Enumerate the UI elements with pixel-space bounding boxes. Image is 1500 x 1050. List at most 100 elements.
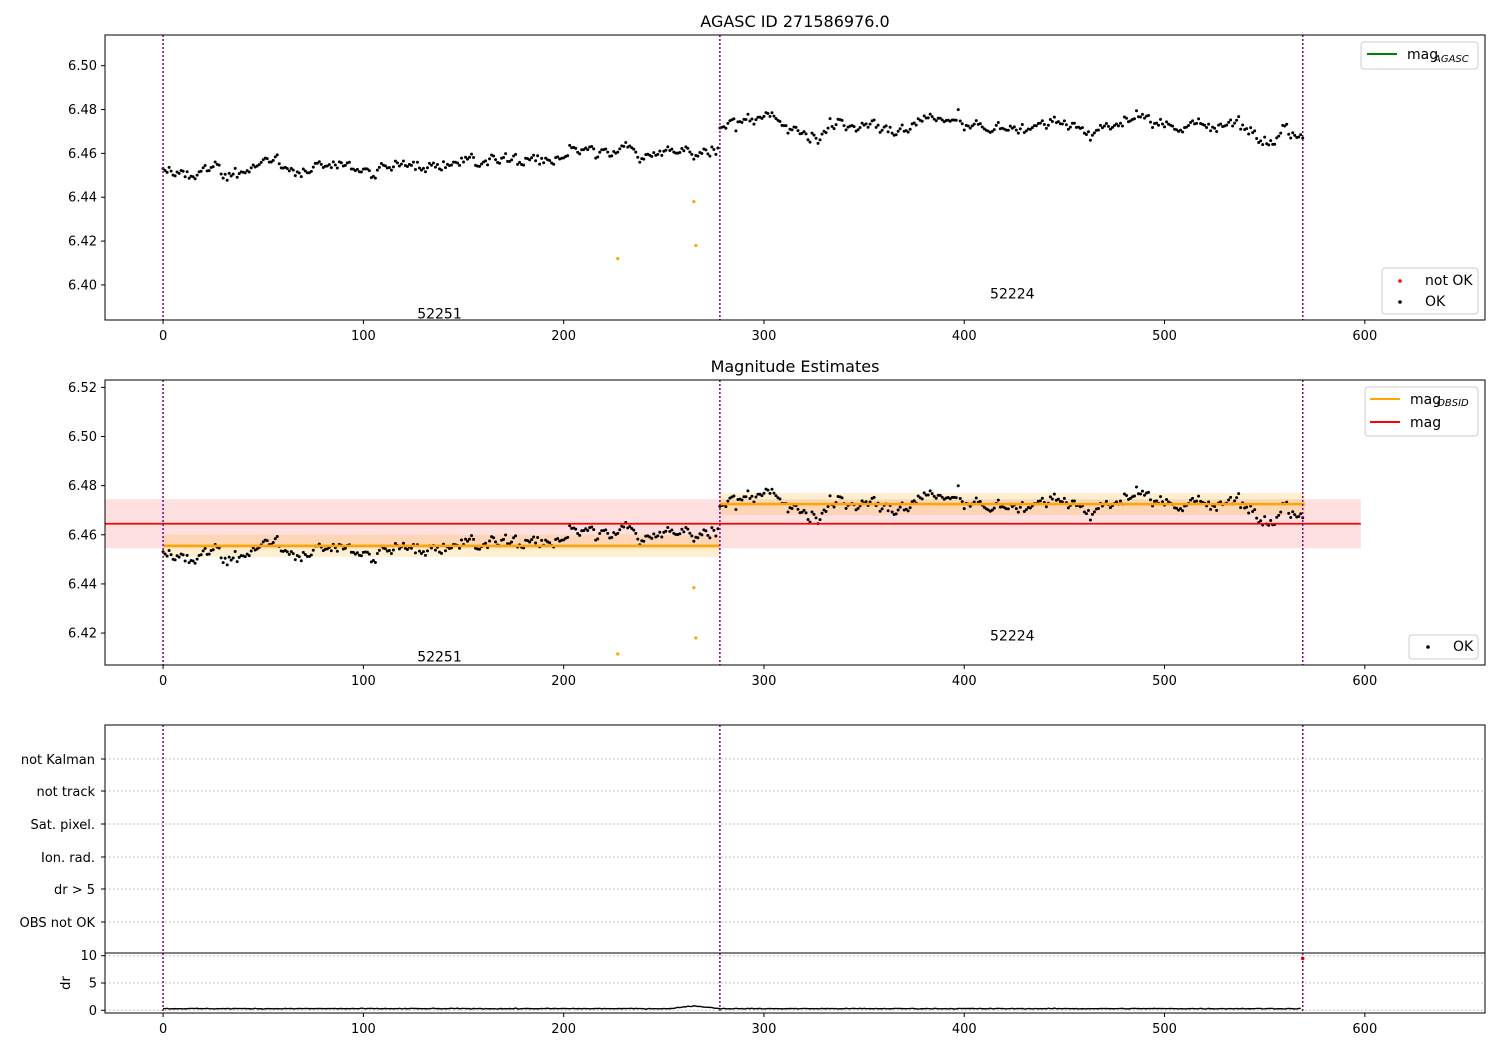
panel2-ok-point [351, 550, 355, 554]
panel1-ok-point [794, 125, 798, 129]
panel1-ok-point [411, 160, 415, 164]
panel2-ok-point [598, 532, 602, 536]
panel1-ok-point [860, 121, 864, 125]
panel2-ytick-label: 6.42 [68, 627, 97, 642]
panel2-ok-point [417, 549, 421, 553]
panel2-ytick-label: 6.52 [68, 381, 97, 396]
panel2-ok-point [181, 553, 185, 557]
panel1-ok-point [464, 155, 468, 159]
panel2-ok-point [864, 500, 868, 504]
panel1-ok-point [502, 155, 506, 159]
panel1-ok-point [1263, 135, 1267, 139]
panel2-ok-point [818, 518, 822, 522]
panel2-ok-point [616, 531, 620, 535]
panel1-ok-point [582, 148, 586, 152]
panel1-ok-point [912, 121, 916, 125]
panel1-ok-point [678, 150, 682, 154]
panel1-ok-point [806, 138, 810, 142]
panel1-ok-point [796, 129, 800, 133]
panel1-ok-point [203, 163, 207, 167]
panel1-ok-point [542, 161, 546, 165]
panel1-ok-point [417, 166, 421, 170]
panel2-ok-point [532, 535, 536, 539]
panel1-ok-point [277, 162, 281, 166]
panel1-ok-point [1088, 138, 1092, 142]
panel2-ok-point [1072, 499, 1076, 503]
panel1-ok-point [682, 149, 686, 153]
panel2-ok-point [706, 533, 710, 537]
panel2-ok-point [522, 546, 526, 550]
panel1-ok-point [1141, 112, 1145, 116]
panel1-legend-mag-agasc-label: mag [1407, 47, 1438, 63]
panel1-ok-point [472, 155, 476, 159]
panel2-ok-point [906, 509, 910, 513]
panel2-ok-point [746, 489, 750, 493]
panel1-ok-point [1171, 124, 1175, 128]
panel1-ok-point [207, 169, 211, 173]
panel1-ok-point [508, 160, 512, 164]
panel1-ok-point [1209, 129, 1213, 133]
panel1-ok-point [1163, 125, 1167, 129]
panel1-ok-point [928, 112, 932, 116]
panel2-ok-point [1014, 507, 1018, 511]
panel1-ok-point [219, 172, 223, 176]
panel2-ok-point [271, 541, 275, 545]
panel2-ok-point [576, 532, 580, 536]
panel1-ok-point [876, 123, 880, 127]
panel1-xtick-label: 0 [159, 329, 167, 344]
panel1-ok-point [716, 146, 720, 150]
panel2-ok-point [880, 507, 884, 511]
panel2-ok-point [686, 527, 690, 531]
panel1-ok-point [450, 163, 454, 167]
panel1-ok-point [778, 119, 782, 123]
panel2-ok-point [762, 491, 766, 495]
panel2-ok-point [1118, 499, 1122, 503]
panel1-ok-point [1179, 128, 1183, 132]
panel1-ok-point [1293, 133, 1297, 137]
panel1-ok-point [1080, 126, 1084, 130]
panel2-ok-point [772, 491, 776, 495]
panel1-ok-point [978, 122, 982, 126]
panel1-ok-point [379, 161, 383, 165]
panel1-ok-point [289, 166, 293, 170]
panel1-ok-point [484, 159, 488, 163]
panel1-ok-point [371, 174, 375, 178]
panel1-ok-point [610, 154, 614, 158]
panel2-ok-point [1066, 506, 1070, 510]
panel2-ok-point [1128, 496, 1132, 500]
panel2-ok-point [938, 493, 942, 497]
panel2-legend-line-label: mag [1410, 415, 1441, 431]
panel2-ok-point [199, 553, 203, 557]
panel1-ok-point [1102, 124, 1106, 128]
panel2-ok-point [1245, 505, 1249, 509]
panel1-ok-point [375, 168, 379, 172]
panel2-ok-point [1048, 495, 1052, 499]
panel2-ok-point [636, 537, 640, 541]
panel2-ok-point [650, 536, 654, 540]
panel1-ok-point [365, 167, 369, 171]
panel1-frame [104, 34, 1486, 321]
panel1-ok-point [165, 170, 169, 174]
panel2-ok-point [894, 512, 898, 516]
panel1-ok-point [1195, 121, 1199, 125]
panel1-ok-point [373, 176, 377, 180]
panel1-ok-point [696, 154, 700, 158]
panel1-ok-point [824, 131, 828, 135]
panel1-ok-point [586, 148, 590, 152]
panel1-ok-point [866, 125, 870, 129]
panel1-ok-point [1191, 119, 1195, 123]
panel2-ok-point [840, 496, 844, 500]
panel1-ok-point [1147, 113, 1151, 117]
panel1-ok-point [916, 117, 920, 121]
panel1-ok-point [624, 140, 628, 144]
panel2-ok-point [812, 512, 816, 516]
panel1-ok-point [812, 133, 816, 137]
panel2-ok-point [163, 552, 167, 556]
panel4-ytick-label: 10 [80, 949, 97, 964]
panel1-ytick-label: 6.50 [68, 59, 97, 74]
panel2-ok-point [387, 549, 391, 553]
panel2-ok-point [908, 506, 912, 510]
panel2-ok-point [872, 495, 876, 499]
panel1-ok-point [395, 161, 399, 165]
panel1-ok-point [1092, 131, 1096, 135]
